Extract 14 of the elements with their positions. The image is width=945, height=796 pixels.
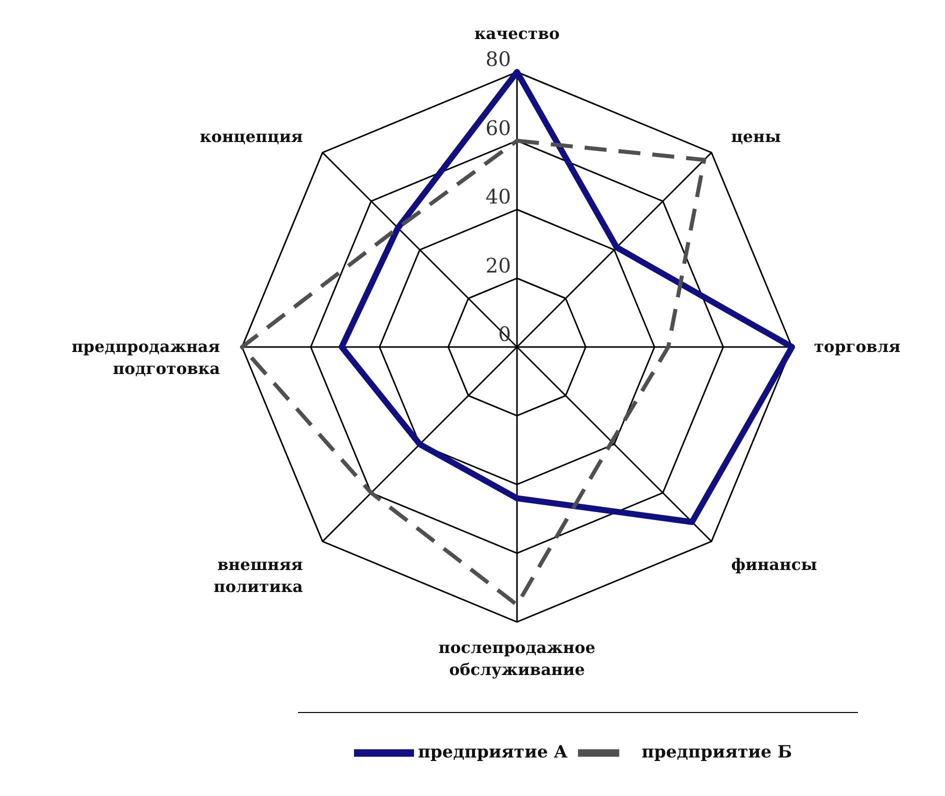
y-tick-label: 60 bbox=[486, 116, 511, 140]
spoke-label: финансы bbox=[731, 555, 817, 574]
spoke-label: качество bbox=[474, 24, 560, 43]
legend-label: предприятие Б bbox=[642, 742, 792, 762]
spoke-label: послепродажное обслуживание bbox=[438, 638, 596, 679]
legend-label: предприятие А bbox=[418, 742, 568, 762]
spoke-label: цены bbox=[731, 126, 781, 146]
y-tick-label: 80 bbox=[486, 47, 511, 71]
y-tick-label: 20 bbox=[486, 253, 511, 278]
y-tick-label: 40 bbox=[486, 184, 511, 208]
spoke-label: концепция bbox=[200, 126, 304, 146]
spoke-label: внешняя политика bbox=[214, 555, 304, 596]
spoke-label: торговля bbox=[814, 337, 901, 356]
spoke-label: предпродажная подготовка bbox=[72, 337, 220, 378]
